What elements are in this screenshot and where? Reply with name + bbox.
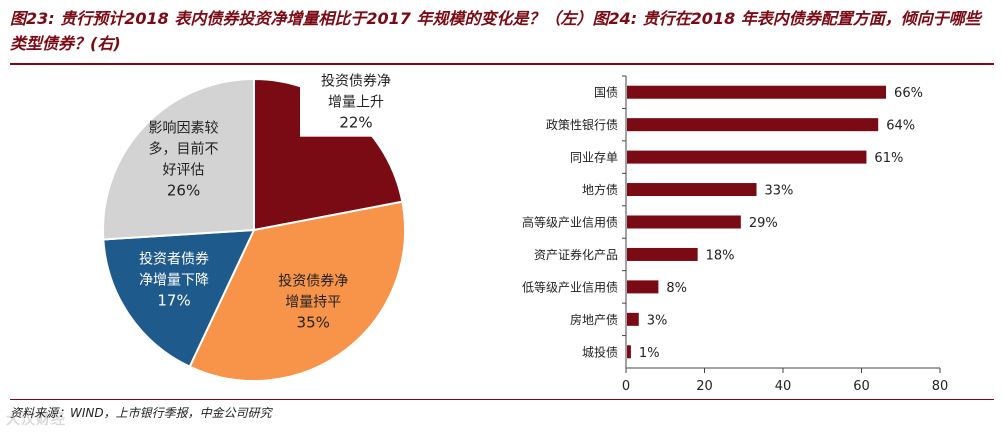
pie-slice-value: 17%: [157, 291, 190, 309]
bar-value-label: 18%: [706, 248, 735, 263]
bar-value-label: 64%: [886, 119, 915, 134]
pie-slice-label: 增量上升: [328, 95, 384, 111]
pie-slice-label: 影响因素较: [149, 120, 219, 136]
category-label: 同业存单: [570, 151, 618, 165]
pie-slice-label: 增量持平: [285, 294, 341, 310]
pie-slice-label: 好评估: [163, 162, 205, 178]
bar: [627, 345, 631, 359]
category-label: 资产证券化产品: [534, 247, 618, 262]
watermark: 大汉财经: [6, 412, 66, 428]
bar-value-label: 3%: [647, 313, 668, 328]
bar-value-label: 61%: [874, 151, 903, 166]
category-label: 城投债: [582, 344, 618, 359]
category-label: 房地产债: [570, 312, 618, 327]
category-label: 国债: [594, 86, 618, 100]
x-tick-label: 80: [932, 379, 949, 394]
x-tick-label: 60: [853, 379, 870, 394]
category-label: 高等级产业信用债: [522, 215, 618, 230]
bar-value-label: 8%: [666, 281, 687, 296]
pie-slice-value: 26%: [167, 181, 200, 199]
bar: [627, 280, 659, 294]
bar-value-label: 33%: [765, 184, 794, 199]
pie-slice-value: 22%: [339, 114, 372, 132]
bar: [627, 150, 867, 164]
bar-value-label: 1%: [639, 346, 660, 361]
bar: [627, 247, 698, 261]
category-label: 地方债: [582, 182, 618, 197]
pie-slice: [102, 77, 255, 241]
pie-slice-label: 投资债券净: [278, 273, 348, 289]
bar: [627, 85, 887, 99]
bar: [627, 312, 639, 326]
pie-slice: [102, 228, 256, 368]
x-tick-label: 40: [775, 379, 792, 394]
pie-slice-value: 35%: [297, 313, 330, 331]
bar: [627, 215, 741, 229]
x-tick-label: 20: [696, 379, 713, 394]
footer-divider: [10, 399, 994, 400]
header-divider: [10, 63, 994, 65]
category-label: 政策性银行债: [546, 118, 618, 132]
pie-slice-label: 多，目前不: [149, 140, 219, 157]
pie-slice-label: 投资者债券: [139, 251, 209, 267]
pie-slice-label: 投资债券净: [321, 74, 391, 90]
bar-value-label: 66%: [894, 86, 923, 101]
figure-header: 图23: 贵行预计2018 表内债券投资净增量相比于2017 年规模的变化是？（…: [10, 9, 981, 53]
pie-slice-label: 净增量下降: [139, 272, 209, 288]
pie-label-background: [300, 69, 413, 137]
pie-chart: 投资债券净增量上升22%投资债券净增量持平35%投资者债券净增量下降17%影响因…: [102, 69, 413, 382]
bar: [627, 118, 879, 132]
category-label: 低等级产业信用债: [522, 280, 618, 294]
bar-chart: 0 20 40 60 80 国债 66% 政策性银行债 64% 同业存单 61% 地方债 33% 高等级产…: [522, 75, 949, 394]
source-note: 资料来源：WIND，上市银行季报，中金公司研究: [10, 406, 272, 420]
pie-slice: [188, 200, 406, 382]
x-tick-label: 0: [622, 379, 630, 394]
bar: [627, 183, 757, 197]
bar-value-label: 29%: [749, 216, 778, 231]
